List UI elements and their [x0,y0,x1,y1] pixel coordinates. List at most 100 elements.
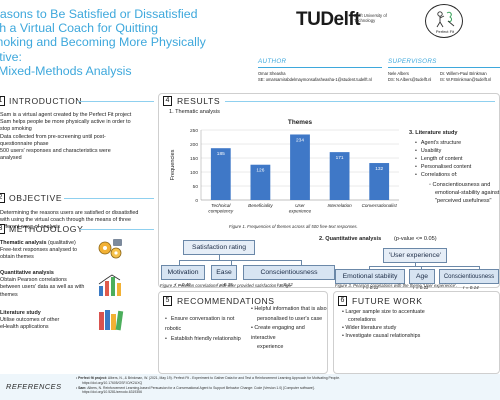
literature-item: Personalised content [415,163,471,171]
chart-x-tick-label: Technical [211,203,231,208]
intro-rule [78,101,154,102]
method-thematic-head: Thematic analysis [0,240,47,246]
results-header: 4 RESULTS [163,96,499,108]
chart-y-tick-label: 150 [190,156,198,162]
quantitative-note: (p-value <= 0.05) [394,236,437,242]
thematic-subtitle: 1. Thematic analysis [169,109,220,115]
chart-bar [210,148,231,200]
future-work-panel: 6 FUTURE WORK • Larger sample size to ac… [333,291,500,374]
gears-icon [98,239,122,259]
chart-y-tick-label: 250 [190,128,198,134]
results-title: RESULTS [177,96,221,106]
future-item-cont: correlations [348,317,376,323]
references-text: • Perfect fit project: Albers, N., & Bri… [76,376,496,395]
recommendation-item-cont: personalised to user's case [257,315,323,322]
tu-delft-logo: TUDelft Delft University of Technology [296,9,388,35]
left-column: 1 INTRODUCTION Sam is a virtual agent cr… [0,94,158,374]
chart-data-label: 132 [375,166,383,172]
chart-title: Themes [288,119,313,126]
emotional-stability-r-value: r = 0.11 [363,285,379,290]
method-quantitative-head: Quantitative analysis [0,270,54,276]
recommendation-item-cont: experience [257,344,284,351]
reference-2-doi[interactable]: https://doi.org/10.5281/zenodo.6319356 [82,390,142,395]
literature-correlation-text: Conscientiousness and emotional-stabilit… [432,182,500,205]
reference-2-body: Albers, N. Reinforcement Learning-based … [86,385,315,390]
intro-line: questionnaire phase [0,140,49,147]
figure-2-caption: Figure 2. Pearson correlations with user… [160,283,292,288]
title-line-4: ctive: [0,49,22,64]
method-thematic-line: obtain themes [0,254,34,261]
supervisor-2-contact: IS: W.P.Brinkman@tudelft.nl [440,77,492,82]
chart-x-tick-label: Beneficiality [248,203,273,208]
chart-y-tick-label: 200 [190,142,198,148]
chart-y-tick-label: 0 [195,198,198,204]
objective-number: 2 [0,193,5,203]
bullet-icon: • [342,333,346,339]
circle-bullet-icon: ◦ [429,182,433,188]
tu-delft-wordmark: TUDelft [296,9,361,30]
reference-1-body: Albers, N., & Brinkman, W. (2021, May 19… [107,376,341,380]
title-line-3: moking and Becoming More Physically [0,35,206,50]
future-work-list: • Larger sample size to accentuate corre… [342,308,498,340]
age-node: Age [409,269,435,284]
objective-line: different ways of analysis [0,224,61,231]
future-item: Investigate causal relationships [345,333,421,339]
method-thematic-suffix: (qualitative) [46,240,76,246]
author-contact: SE: omarsamirabdelmaymonsafasheasha-1@st… [258,77,372,82]
intro-title: INTRODUCTION [9,96,83,106]
chart-bar [369,163,390,200]
recommendation-item: Establish friendly relationship [165,334,245,344]
chart-x-tick-label: Conversationalist [362,203,398,208]
chart-x-tick-label: competency [208,209,233,214]
tree-connector [179,260,180,265]
conscientiousness-node: Conscientiousness [243,265,335,280]
chart-data-label: 171 [336,155,344,161]
method-quantitative-line: between users' data as well as with [0,284,85,291]
supervisors-rule [388,67,500,68]
future-work-header: 6 FUTURE WORK [338,296,498,308]
title-line-2: ith a Virtual Coach for Quitting [0,21,159,36]
supervisor-2-name: Dr. Willem-Paul Brinkman [440,71,487,76]
author-name: Omar Sheasha [258,71,286,76]
method-literature-line: eHealth applications [0,324,49,331]
emotional-stability-node: Emotional stability [335,269,405,284]
chart-x-tick-label: experience [289,209,312,214]
chart-y-tick-label: 100 [190,170,198,176]
reference-1-doi[interactable]: https://doi.org/10.17605/OSF.IO/K2UXQ [82,380,143,385]
objective-body: Determining the reasons users are satisf… [0,210,158,232]
supervisor-1-name: Nele Albers [388,71,409,76]
intro-header: 1 INTRODUCTION [0,96,156,108]
literature-list: Agent's structure Usability Length of co… [415,139,471,179]
tree-connector [179,260,301,261]
poster-header: easons to Be Satisfied or Dissatisfied i… [0,0,500,94]
references-label: REFERENCES [6,382,62,391]
ux-conscientiousness-node: Conscientiousness [439,269,499,284]
reference-2-head: Sam: [78,385,87,390]
chart-bar [329,152,350,200]
method-quantitative-line: Obtain Pearson correlations [0,277,67,284]
objective-header: 2 OBJECTIVE [0,193,156,205]
satisfaction-rating-node: Satisfaction rating [183,240,255,255]
motivation-node: Motivation [161,265,205,280]
future-work-title: FUTURE WORK [352,296,423,306]
recommendations-header: 5 RECOMMENDATIONS [163,296,325,308]
intro-number: 1 [0,96,5,106]
age-r-value: r = 0.11 [413,285,429,290]
quantitative-subtitle: 2. Quantitative analysis [319,236,382,242]
recommendations-list-1: Ensure conversation is not robotic Estab… [165,314,245,344]
literature-item: Usability [415,147,471,155]
intro-body: Sam is a virtual agent created by the Pe… [0,112,158,162]
tree-connector [421,266,422,269]
intro-line: Data collected from pre-screening until … [0,133,106,140]
recommendations-title: RECOMMENDATIONS [177,296,275,306]
future-item: Larger sample size to accentuate [345,309,425,315]
results-number: 4 [163,96,172,106]
title-line-1: easons to Be Satisfied or Dissatisfied [0,7,198,21]
methodology-number: 3 [0,224,5,234]
results-panel: 4 RESULTS 1. Thematic analysis Themes Fre… [158,93,500,290]
method-quantitative-line: themes [0,291,18,298]
future-item: Wider literature study [345,325,397,331]
results-rule [225,101,495,102]
objective-line: Determining the reasons users are satisf… [0,210,139,216]
chart-data-label: 126 [256,168,264,174]
